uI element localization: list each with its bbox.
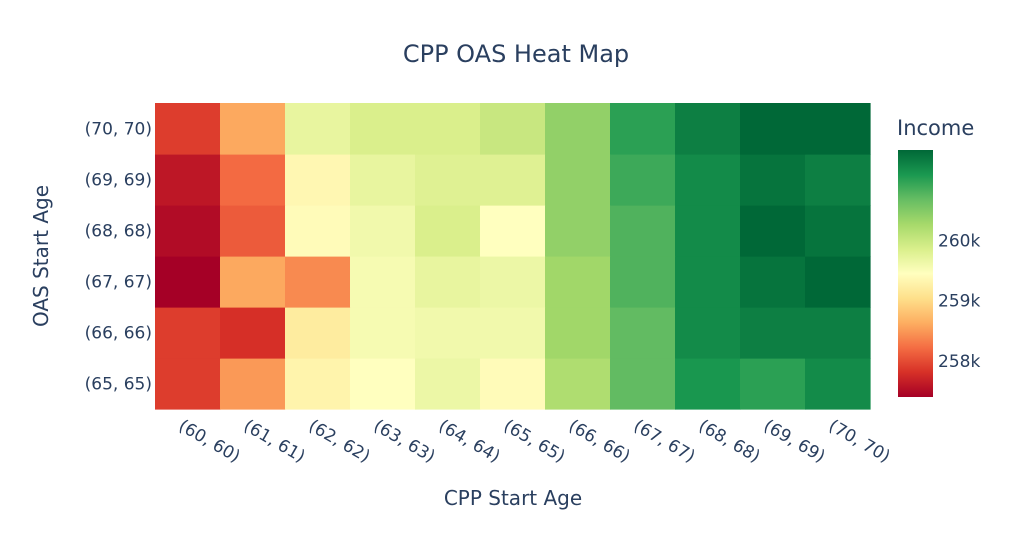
y-axis-title: OAS Start Age <box>29 185 53 327</box>
heatmap-cell <box>675 307 741 359</box>
colorbar: Income 258k 259k 260k <box>897 116 980 397</box>
heatmap-cell <box>805 358 871 410</box>
x-tick-label: (64, 64) <box>435 416 503 467</box>
heatmap-cell <box>740 103 806 155</box>
heatmap-cell <box>740 154 806 206</box>
heatmap-cell <box>675 358 741 410</box>
heatmap-cell <box>545 256 611 308</box>
heatmap-cell <box>480 358 546 410</box>
x-tick-label: (67, 67) <box>630 416 698 467</box>
heatmap-cell <box>480 154 546 206</box>
heatmap-cell <box>415 205 481 257</box>
heatmap-cell <box>220 307 286 359</box>
heatmap-cell <box>350 154 416 206</box>
heatmap-cell <box>350 358 416 410</box>
heatmap-cell <box>350 103 416 155</box>
heatmap-cell <box>415 358 481 410</box>
heatmap-cell <box>285 154 351 206</box>
heatmap-cell <box>610 103 676 155</box>
heatmap-cell <box>610 256 676 308</box>
heatmap-cell <box>545 154 611 206</box>
colorbar-tick-label: 258k <box>938 352 980 372</box>
heatmap-cell <box>415 154 481 206</box>
heatmap-cell <box>285 307 351 359</box>
colorbar-ticks: 258k 259k 260k <box>938 231 980 371</box>
heatmap-cells <box>155 103 871 410</box>
heatmap-cell <box>545 205 611 257</box>
heatmap-cell <box>220 358 286 410</box>
heatmap-cell <box>675 256 741 308</box>
x-tick-label: (63, 63) <box>370 416 438 467</box>
heatmap-cell <box>610 358 676 410</box>
x-axis-ticks: (60, 60)(61, 61)(62, 62)(63, 63)(64, 64)… <box>175 416 893 467</box>
heatmap-cell <box>805 256 871 308</box>
colorbar-tick-label: 260k <box>938 231 980 251</box>
heatmap-cell <box>740 256 806 308</box>
x-tick-label: (69, 69) <box>760 416 828 467</box>
heatmap-cell <box>740 205 806 257</box>
heatmap-cell <box>480 256 546 308</box>
heatmap-cell <box>155 103 221 155</box>
heatmap-cell <box>805 307 871 359</box>
x-tick-label: (65, 65) <box>500 416 568 467</box>
x-axis-title: CPP Start Age <box>444 486 582 510</box>
y-tick-label: (66, 66) <box>85 324 152 344</box>
heatmap-cell <box>285 358 351 410</box>
heatmap-cell <box>610 154 676 206</box>
heatmap-cell <box>415 103 481 155</box>
heatmap-cell <box>805 103 871 155</box>
heatmap-cell <box>220 205 286 257</box>
heatmap-cell <box>220 154 286 206</box>
heatmap-cell <box>740 307 806 359</box>
heatmap-cell <box>610 307 676 359</box>
x-tick-label: (62, 62) <box>305 416 373 467</box>
heatmap-cell <box>805 205 871 257</box>
colorbar-gradient <box>898 150 933 397</box>
heatmap-cell <box>675 103 741 155</box>
heatmap-cell <box>155 205 221 257</box>
heatmap-cell <box>155 154 221 206</box>
heatmap-cell <box>545 103 611 155</box>
colorbar-title: Income <box>897 116 974 140</box>
x-tick-label: (66, 66) <box>565 416 633 467</box>
heatmap-cell <box>155 358 221 410</box>
heatmap-cell <box>155 307 221 359</box>
y-axis-ticks: (65, 65) (66, 66) (67, 67) (68, 68) (69, 69)… <box>85 120 152 395</box>
heatmap-cell <box>220 103 286 155</box>
heatmap-cell <box>350 307 416 359</box>
y-tick-label: (65, 65) <box>85 375 152 395</box>
heatmap-cell <box>480 307 546 359</box>
x-tick-label: (68, 68) <box>695 416 763 467</box>
chart-title: CPP OAS Heat Map <box>403 40 629 68</box>
heatmap-cell <box>545 307 611 359</box>
y-tick-label: (68, 68) <box>85 222 152 242</box>
x-tick-label: (60, 60) <box>175 416 243 467</box>
y-tick-label: (69, 69) <box>85 171 152 191</box>
heatmap-cell <box>805 154 871 206</box>
heatmap-cell <box>285 103 351 155</box>
x-tick-label: (61, 61) <box>240 416 308 467</box>
heatmap-cell <box>285 205 351 257</box>
y-tick-label: (67, 67) <box>85 273 152 293</box>
heatmap-cell <box>285 256 351 308</box>
heatmap-cell <box>480 205 546 257</box>
heatmap-cell <box>350 205 416 257</box>
heatmap-cell <box>675 205 741 257</box>
heatmap-cell <box>480 103 546 155</box>
heatmap-cell <box>610 205 676 257</box>
heatmap-cell <box>350 256 416 308</box>
heatmap-cell <box>415 307 481 359</box>
heatmap-cell <box>675 154 741 206</box>
heatmap-cell <box>740 358 806 410</box>
heatmap-cell <box>545 358 611 410</box>
y-tick-label: (70, 70) <box>85 120 152 140</box>
x-tick-label: (70, 70) <box>825 416 893 467</box>
colorbar-tick-label: 259k <box>938 292 980 312</box>
heatmap-cell <box>155 256 221 308</box>
heatmap-cell <box>220 256 286 308</box>
heatmap-cell <box>415 256 481 308</box>
